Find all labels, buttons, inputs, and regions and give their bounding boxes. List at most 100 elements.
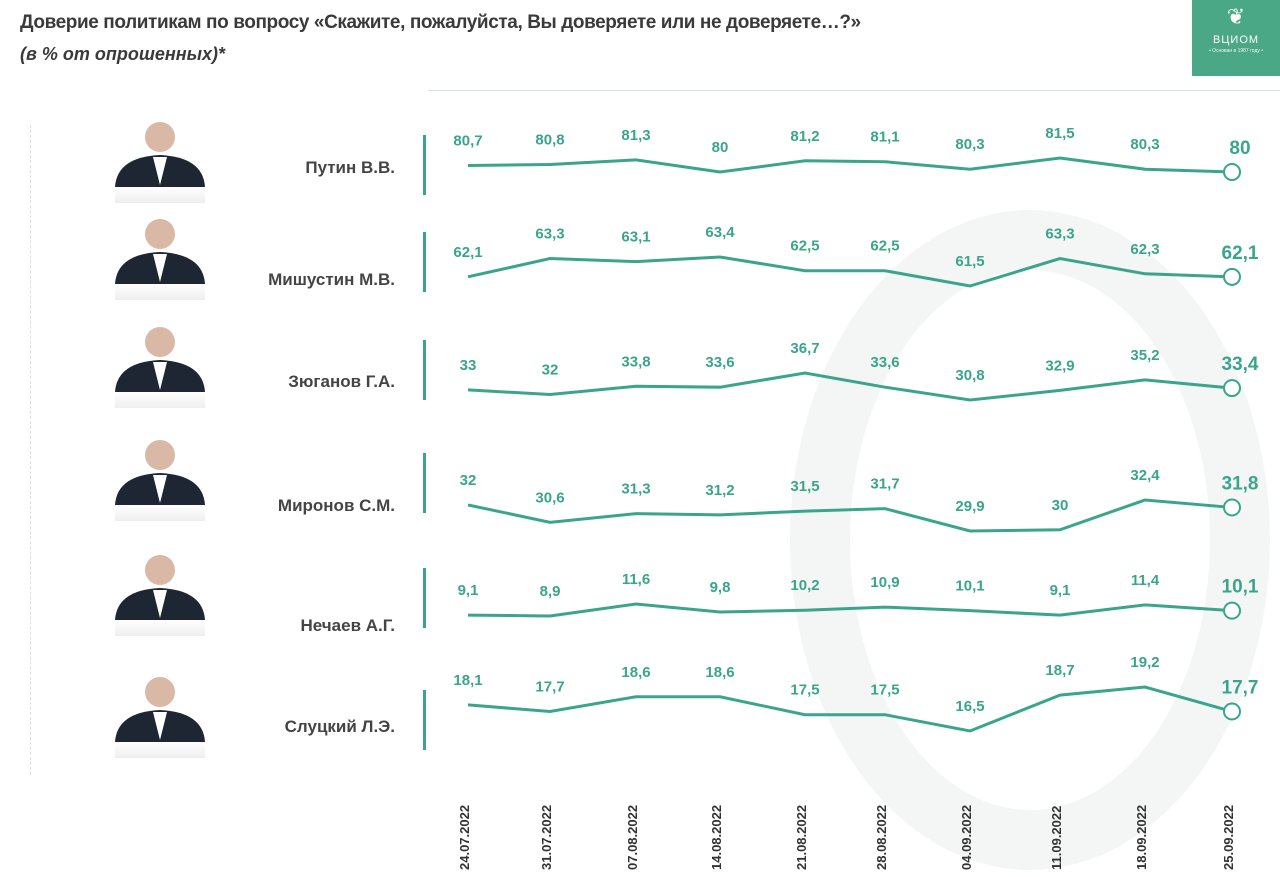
data-label: 61,5 xyxy=(955,253,984,270)
politician-name: Путин В.В. xyxy=(305,158,395,177)
politician-photo xyxy=(105,320,215,410)
data-label: 16,5 xyxy=(955,698,984,715)
data-label: 19,2 xyxy=(1130,654,1159,671)
politician-photo xyxy=(105,433,215,523)
data-label: 17,7 xyxy=(1222,677,1259,698)
series-line xyxy=(467,371,1233,402)
data-label: 81,1 xyxy=(870,129,899,146)
data-label: 63,3 xyxy=(535,226,564,243)
data-label: 31,7 xyxy=(870,476,899,493)
data-label: 11,6 xyxy=(622,571,650,588)
data-label: 18,7 xyxy=(1045,662,1074,679)
series-line xyxy=(467,602,1233,618)
data-label: 80 xyxy=(1229,138,1250,159)
x-tick-label: 28.08.2022 xyxy=(874,804,889,870)
data-label: 8,9 xyxy=(540,583,561,600)
data-label: 32 xyxy=(542,362,559,379)
data-label: 31,5 xyxy=(790,478,819,495)
last-point-marker xyxy=(1223,379,1241,398)
data-label: 10,1 xyxy=(1222,577,1259,598)
data-label: 80,8 xyxy=(535,132,564,149)
data-label: 80,3 xyxy=(955,136,984,153)
data-label: 32,9 xyxy=(1045,357,1074,374)
data-label: 81,2 xyxy=(790,128,819,145)
vciom-logo: ❦ ВЦИОМ • Основан в 1987 году • xyxy=(1192,0,1280,76)
data-label: 30,6 xyxy=(535,489,564,506)
data-label: 30 xyxy=(1052,497,1069,514)
data-label: 18,6 xyxy=(705,664,734,681)
politician-name: Нечаев А.Г. xyxy=(300,616,396,635)
page-title: Доверие политикам по вопросу «Скажите, п… xyxy=(20,12,861,33)
data-label: 18,6 xyxy=(621,664,650,681)
data-label: 62,5 xyxy=(790,238,819,255)
data-label: 62,5 xyxy=(870,238,899,255)
data-label: 63,4 xyxy=(705,224,735,241)
data-label: 33,8 xyxy=(621,353,650,370)
series-line xyxy=(467,685,1233,733)
x-tick-label: 04.09.2022 xyxy=(959,804,974,870)
page-subtitle: (в % от опрошенных)* xyxy=(20,44,225,64)
data-label: 17,5 xyxy=(790,682,819,699)
data-label: 32 xyxy=(460,472,477,489)
data-label: 31,8 xyxy=(1222,473,1259,494)
last-point-marker xyxy=(1223,601,1241,620)
logo-tagline: • Основан в 1987 году • xyxy=(1208,48,1264,54)
data-label: 17,7 xyxy=(535,678,564,695)
row-divider xyxy=(423,453,426,513)
row-divider xyxy=(423,340,426,400)
data-label: 63,3 xyxy=(1045,226,1074,243)
politician-name: Слуцкий Л.Э. xyxy=(284,717,395,736)
x-tick-label: 18.09.2022 xyxy=(1134,804,1149,870)
divider xyxy=(30,125,31,775)
data-label: 35,2 xyxy=(1130,347,1159,364)
last-point-marker xyxy=(1223,702,1241,721)
tree-icon: ❦ xyxy=(1226,4,1246,29)
last-point-marker xyxy=(1223,163,1241,181)
data-label: 10,2 xyxy=(790,577,819,594)
series-line xyxy=(467,255,1233,288)
data-label: 18,1 xyxy=(453,672,482,689)
data-label: 80,3 xyxy=(1130,136,1159,153)
data-label: 33,4 xyxy=(1222,354,1259,375)
divider xyxy=(428,90,1280,91)
x-tick-label: 25.09.2022 xyxy=(1221,804,1236,870)
row-divider xyxy=(423,690,426,750)
politician-name: Миронов С.М. xyxy=(277,496,395,515)
x-tick-label: 31.07.2022 xyxy=(539,804,554,870)
data-label: 81,5 xyxy=(1045,125,1074,142)
data-label: 62,1 xyxy=(453,244,482,261)
last-point-marker xyxy=(1223,267,1241,286)
series-line xyxy=(467,156,1233,174)
politician-photo xyxy=(105,212,215,302)
data-label: 30,8 xyxy=(955,367,984,384)
politician-photo xyxy=(105,115,215,205)
politician-photo xyxy=(105,670,215,760)
data-label: 10,9 xyxy=(870,574,899,591)
data-label: 33 xyxy=(460,357,477,374)
x-tick-label: 21.08.2022 xyxy=(794,804,809,870)
data-label: 33,6 xyxy=(870,354,899,371)
x-tick-label: 11.09.2022 xyxy=(1049,805,1064,870)
data-label: 63,1 xyxy=(621,229,650,246)
data-label: 29,9 xyxy=(955,498,984,515)
series-line xyxy=(467,498,1233,533)
x-tick-label: 24.07.2022 xyxy=(457,804,472,870)
data-label: 31,3 xyxy=(621,481,650,498)
data-label: 32,4 xyxy=(1130,467,1160,484)
data-label: 10,1 xyxy=(955,578,984,595)
row-divider xyxy=(423,232,426,292)
data-label: 80 xyxy=(712,139,729,156)
row-divider xyxy=(423,568,426,628)
last-point-marker xyxy=(1223,498,1241,517)
data-label: 80,7 xyxy=(453,132,482,149)
data-label: 81,3 xyxy=(621,127,650,144)
politician-name: Мишустин М.В. xyxy=(268,270,395,289)
data-label: 17,5 xyxy=(870,682,899,699)
data-label: 9,8 xyxy=(710,579,731,596)
politician-photo xyxy=(105,548,215,638)
data-label: 62,3 xyxy=(1130,241,1159,258)
x-tick-label: 07.08.2022 xyxy=(625,804,640,870)
data-label: 9,1 xyxy=(458,582,479,599)
politician-name: Зюганов Г.А. xyxy=(288,372,395,391)
